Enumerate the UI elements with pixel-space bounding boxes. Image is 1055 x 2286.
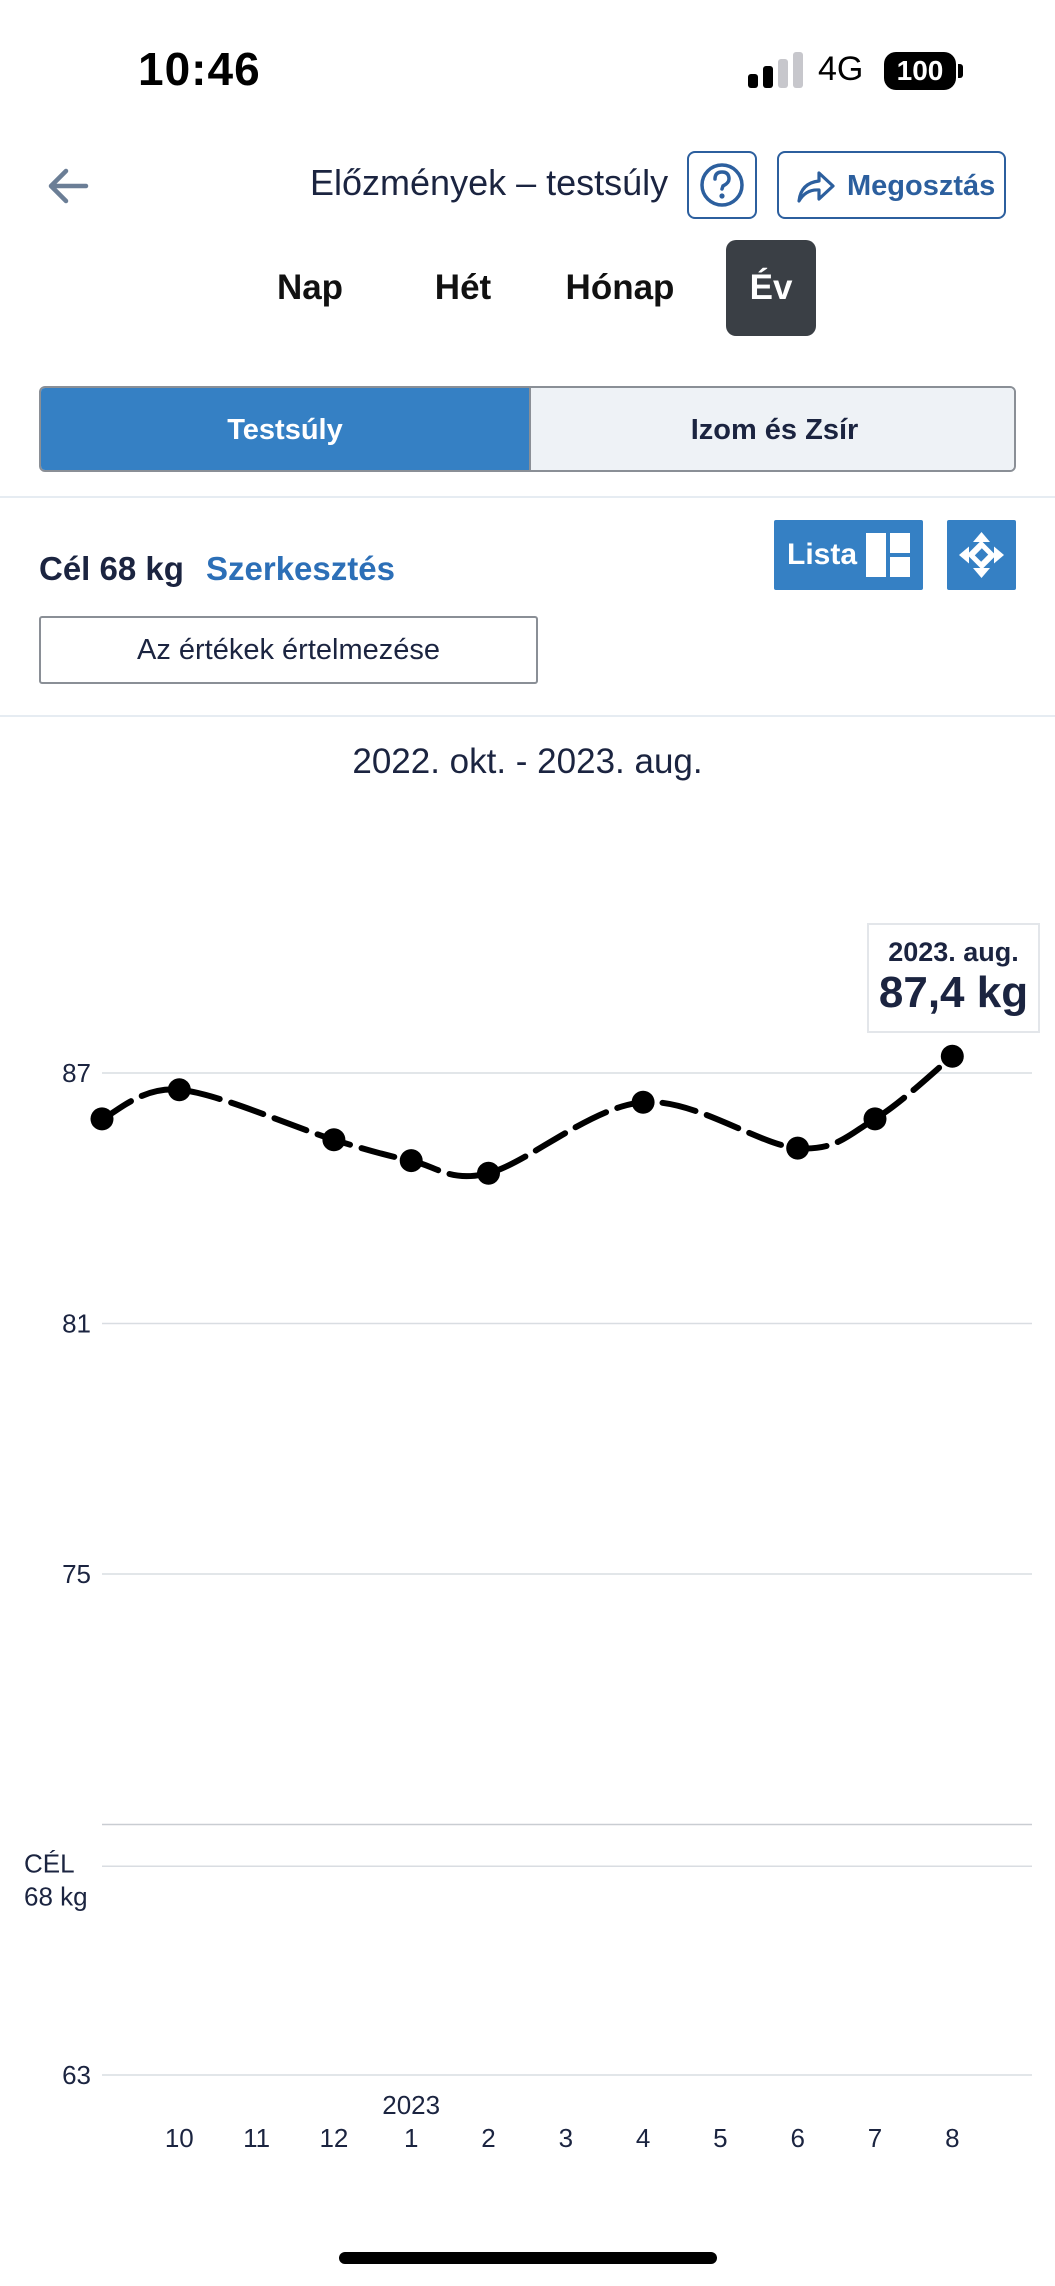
chart-grid [102,1072,1032,2076]
arrow-left-icon [48,168,89,204]
status-bar: 10:46 4G 100 [0,0,1055,140]
date-range: 2022. okt. - 2023. aug. [352,742,703,781]
help-button[interactable] [687,151,757,219]
x-tick-label: 3 [559,2123,573,2153]
goal-label: Cél 68 kg [39,550,184,587]
status-time: 10:46 [138,43,261,95]
weight-point[interactable] [399,1149,423,1173]
tooltip-date: 2023. aug. [888,937,1019,967]
tab-day[interactable]: Nap [276,268,344,307]
battery-icon: 100 [884,52,956,90]
x-tick-label: 12 [319,2123,348,2153]
weight-point[interactable] [477,1161,500,1185]
weight-point[interactable] [167,1078,191,1102]
tab-week[interactable]: Hét [434,268,492,307]
weight-line [99,1053,956,1180]
weight-point[interactable] [786,1136,810,1160]
x-tick-label: 11 [243,2123,270,2153]
expand-button[interactable] [947,520,1016,590]
page-title: Előzmények – testsúly [310,162,669,203]
x-tick-label: 7 [868,2123,882,2153]
y-tick-label: 81 [62,1309,91,1339]
battery-tip [958,64,963,78]
signal-strength-icon [748,52,804,88]
y-tick-label: 75 [62,1559,91,1589]
edit-goal-link[interactable]: Szerkesztés [206,550,395,587]
weight-point[interactable] [940,1044,964,1068]
divider [0,496,1055,498]
question-circle-icon [700,163,744,207]
tooltip-value: 87,4 kg [878,968,1029,1017]
x-tick-label: 8 [945,2123,959,2153]
goal-line-value: 68 kg [24,1881,88,1911]
network-label: 4G [818,50,864,88]
weight-point[interactable] [631,1090,655,1114]
tab-year[interactable]: Év [726,240,816,336]
segment-muscle-fat[interactable]: Izom és Zsír [529,388,1014,470]
x-tick-label: 1 [404,2123,418,2153]
value-tooltip: 2023. aug. 87,4 kg [867,923,1040,1033]
grid-layout-icon [866,533,910,577]
x-tick-label: 2 [481,2123,495,2153]
move-arrows-icon [959,532,1004,578]
share-button[interactable]: Megosztás [777,151,1006,219]
list-label: Lista [787,538,858,571]
tab-month[interactable]: Hónap [565,268,675,307]
home-indicator [339,2252,717,2264]
x-tick-label: 6 [790,2123,804,2153]
weight-points [90,1044,964,1185]
share-arrow-icon [797,171,835,203]
segment-weight[interactable]: Testsúly [41,388,529,470]
back-button[interactable] [42,158,98,214]
x-tick-label: 5 [713,2123,727,2153]
y-tick-label: 63 [62,2060,91,2090]
metric-segmented-control: Testsúly Izom és Zsír [39,386,1016,472]
weight-point[interactable] [863,1107,887,1131]
explain-values-button[interactable]: Az értékek értelmezése [39,616,538,684]
goal-line-label: CÉL [24,1848,75,1878]
divider [0,715,1055,717]
weight-series [99,1053,956,1180]
share-label: Megosztás [847,170,996,202]
x-tick-label: 4 [636,2123,650,2153]
weight-point[interactable] [90,1107,114,1131]
x-tick-label: 10 [165,2123,194,2153]
list-button[interactable]: Lista [774,520,923,590]
year-marker: 2023 [382,2090,440,2120]
y-tick-label: 87 [62,1058,91,1088]
weight-point[interactable] [322,1128,346,1152]
